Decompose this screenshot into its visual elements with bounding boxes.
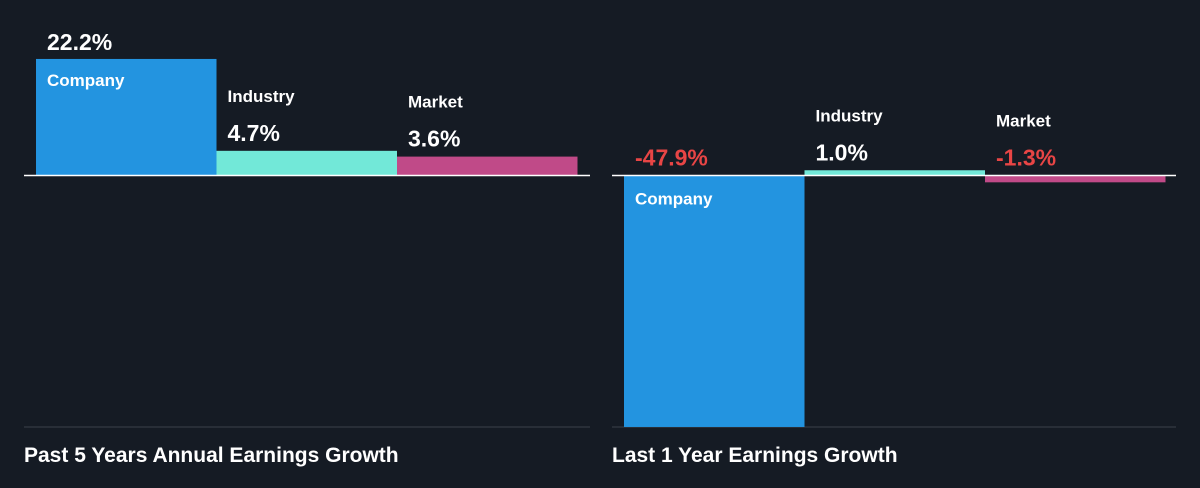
value-label-industry-past-5-years: 4.7% xyxy=(228,120,280,146)
value-label-company-past-5-years: 22.2% xyxy=(47,29,112,55)
bar-market-past-5-years xyxy=(397,156,578,176)
category-label-company-past-5-years: Company xyxy=(47,71,125,90)
bar-market-last-1-year xyxy=(985,175,1166,183)
bar-industry-past-5-years xyxy=(216,150,397,176)
value-label-market-past-5-years: 3.6% xyxy=(408,126,460,152)
chart-title-past-5-years: Past 5 Years Annual Earnings Growth xyxy=(24,444,399,467)
category-label-industry-past-5-years: Industry xyxy=(228,87,296,106)
category-label-market-last-1-year: Market xyxy=(996,112,1051,131)
value-label-industry-last-1-year: 1.0% xyxy=(816,139,868,165)
category-label-industry-last-1-year: Industry xyxy=(816,106,884,125)
chart-title-last-1-year: Last 1 Year Earnings Growth xyxy=(612,444,898,467)
bar-company-past-5-years xyxy=(36,58,217,176)
bar-industry-last-1-year xyxy=(804,170,985,176)
value-label-company-last-1-year: -47.9% xyxy=(635,145,708,171)
chart-last-1-year: Company -47.9% Industry 1.0% Market -1.3% xyxy=(612,106,1176,428)
value-label-market-last-1-year: -1.3% xyxy=(996,145,1056,171)
chart-past-5-years: Company 22.2% Industry 4.7% Market 3.6% xyxy=(24,29,590,428)
bar-company-last-1-year xyxy=(624,175,805,427)
category-label-market-past-5-years: Market xyxy=(408,93,463,112)
category-label-company-last-1-year: Company xyxy=(635,190,713,209)
